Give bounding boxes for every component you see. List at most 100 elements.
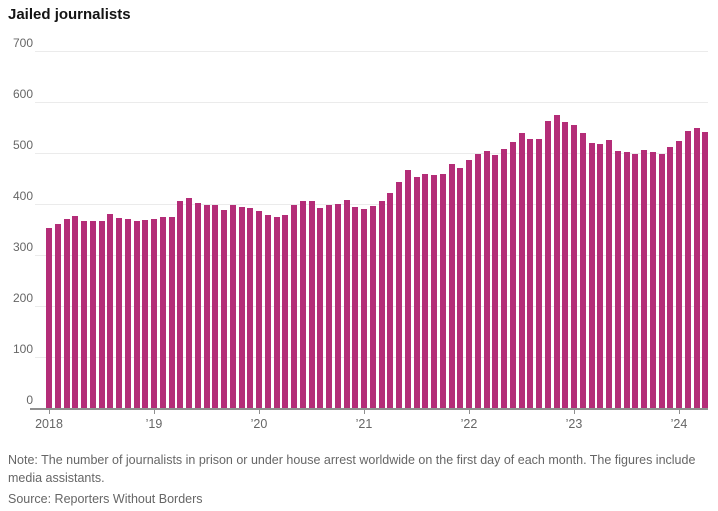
bar: [606, 140, 612, 408]
y-axis-label: 700: [12, 36, 33, 50]
x-axis-tick: [259, 410, 260, 414]
bar: [212, 205, 219, 408]
bar: [256, 211, 262, 408]
x-axis-line: [30, 408, 708, 410]
bar: [46, 228, 52, 408]
bar: [614, 151, 621, 408]
x-axis-tick: [469, 410, 470, 414]
note-text: Note: The number of journalists in priso…: [8, 453, 696, 485]
bar: [186, 198, 192, 408]
bar: [378, 201, 385, 408]
bar: [308, 201, 315, 408]
bar: [413, 177, 420, 408]
bar: [54, 224, 61, 408]
x-axis-label: ’24: [670, 417, 688, 431]
bar: [474, 154, 481, 408]
bar: [571, 125, 577, 408]
y-axis-label: 500: [12, 138, 33, 152]
bar: [203, 205, 210, 408]
bar: [273, 217, 280, 408]
y-axis-label: 300: [12, 240, 33, 254]
y-axis-label: 0: [26, 393, 33, 407]
x-axis-tick: [364, 410, 365, 414]
bar: [536, 139, 542, 408]
bar: [151, 219, 157, 408]
bar: [142, 220, 149, 408]
bar: [238, 207, 245, 408]
bar: [387, 193, 394, 408]
x-axis-tick: [574, 410, 575, 414]
bar: [81, 221, 87, 408]
plot-area: 0 100 200 300 400 500 600 700 2018 ’19 ’20 ’21 ’22 ’2…: [12, 36, 709, 431]
bar: [588, 143, 595, 408]
bar: [317, 208, 324, 408]
bar: [509, 142, 516, 408]
bar: [229, 205, 236, 408]
bar: [264, 215, 271, 408]
bar: [553, 115, 560, 408]
x-axis-label: ’19: [145, 417, 163, 431]
x-axis-tick: [679, 410, 680, 414]
bar: [361, 209, 367, 408]
x-axis-label: ’20: [250, 417, 268, 431]
x-axis-label: ’21: [355, 417, 373, 431]
bar: [448, 164, 455, 408]
bar: [63, 219, 70, 408]
bar: [492, 155, 499, 408]
bar: [702, 132, 709, 408]
y-axis-label: 600: [12, 87, 33, 101]
bar: [439, 174, 446, 408]
bar: [177, 201, 184, 408]
bar: [98, 221, 105, 408]
chart-title: Jailed journalists: [8, 6, 131, 23]
bar: [597, 144, 604, 408]
bar: [693, 128, 700, 408]
y-axis-label: 100: [12, 342, 33, 356]
bar: [431, 175, 437, 408]
bar: [343, 200, 350, 408]
bar: [501, 149, 507, 408]
bar: [107, 214, 114, 408]
gridline: [35, 204, 708, 205]
bar: [124, 219, 131, 408]
y-axis-label: 200: [12, 291, 33, 305]
bar: [667, 147, 674, 408]
bar: [168, 217, 175, 408]
bar: [194, 203, 201, 408]
bar: [623, 152, 630, 408]
bar: [632, 154, 639, 408]
bar: [396, 182, 402, 408]
bar: [518, 133, 525, 408]
bar: [544, 121, 551, 408]
x-axis-tick: [49, 410, 50, 414]
bar: [422, 174, 429, 408]
bar: [247, 208, 254, 408]
bar: [291, 205, 297, 408]
bar: [483, 151, 490, 408]
bar: [641, 150, 647, 408]
gridline: [35, 51, 708, 52]
gridline: [35, 153, 708, 154]
bar: [457, 168, 464, 408]
y-axis-label: 400: [12, 189, 33, 203]
bar: [334, 204, 341, 408]
bar: [562, 122, 569, 408]
bar: [527, 139, 534, 408]
bar: [221, 210, 227, 408]
bar: [159, 217, 166, 408]
bar: [299, 201, 306, 408]
bar: [369, 206, 376, 408]
bar: [116, 218, 122, 408]
footnotes: Note: The number of journalists in priso…: [8, 452, 710, 508]
bar: [352, 207, 359, 408]
bar: [676, 141, 682, 408]
x-axis-label: 2018: [35, 417, 63, 431]
bar: [466, 160, 472, 408]
bar: [326, 205, 332, 408]
source-text: Source: Reporters Without Borders: [8, 491, 203, 506]
bar: [72, 216, 79, 408]
bar: [579, 133, 586, 408]
bar: [684, 131, 691, 408]
bar: [89, 221, 96, 408]
bar: [649, 152, 656, 408]
